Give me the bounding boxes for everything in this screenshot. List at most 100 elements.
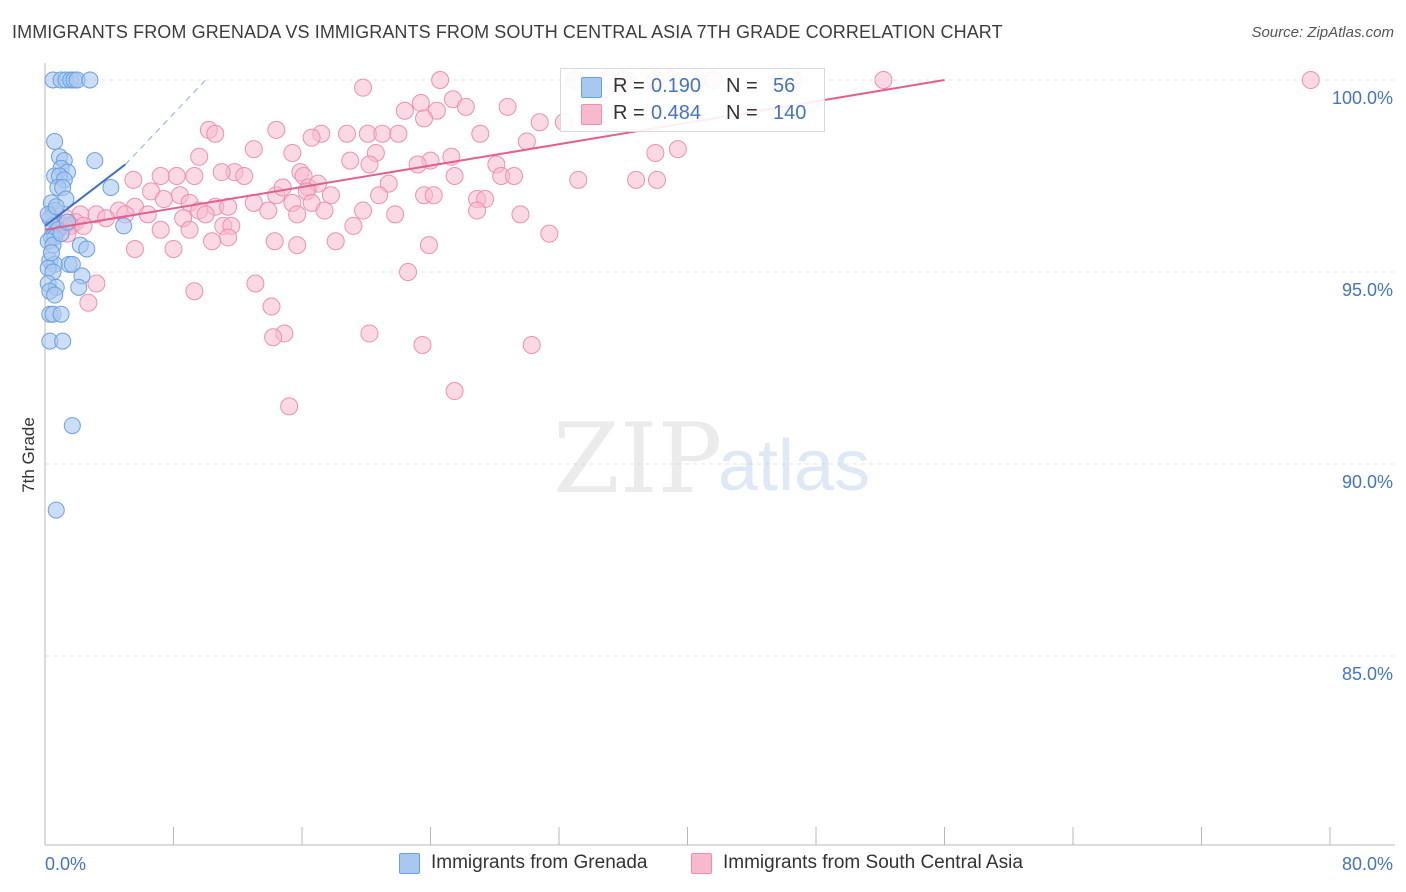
data-point-south-central-asia <box>185 282 204 301</box>
watermark-zip: ZIP <box>553 403 722 515</box>
data-point-south-central-asia <box>511 205 530 224</box>
data-point-south-central-asia <box>212 163 231 182</box>
data-point-south-central-asia <box>505 167 524 185</box>
data-point-grenada <box>47 501 65 519</box>
data-point-grenada <box>78 240 96 258</box>
south-central-asia-swatch <box>691 853 712 874</box>
data-point-south-central-asia <box>264 328 283 347</box>
data-point-south-central-asia <box>522 335 541 354</box>
south-central-asia-swatch <box>581 104 602 125</box>
data-point-south-central-asia <box>288 236 307 255</box>
data-point-south-central-asia <box>456 97 475 116</box>
y-tick-label: 95.0% <box>1342 280 1393 300</box>
data-point-south-central-asia <box>874 71 893 89</box>
data-point-south-central-asia <box>344 216 363 235</box>
data-point-south-central-asia <box>445 167 464 185</box>
data-point-grenada <box>115 217 133 235</box>
data-point-south-central-asia <box>627 170 646 189</box>
data-point-south-central-asia <box>341 151 360 170</box>
data-point-south-central-asia <box>389 124 408 143</box>
data-point-south-central-asia <box>244 140 263 159</box>
data-point-south-central-asia <box>203 232 222 251</box>
data-point-south-central-asia <box>164 239 183 258</box>
data-point-south-central-asia <box>386 205 405 224</box>
n-label: N = <box>726 75 758 97</box>
r-label: R = <box>613 102 645 124</box>
data-point-south-central-asia <box>569 170 588 189</box>
data-point-south-central-asia <box>154 190 173 209</box>
series-grenada-points <box>39 71 133 519</box>
data-point-south-central-asia <box>395 101 414 120</box>
data-point-south-central-asia <box>431 71 450 89</box>
data-point-grenada <box>54 332 72 350</box>
x-tick-label: 80.0% <box>1342 854 1393 874</box>
watermark-atlas: atlas <box>718 426 870 506</box>
data-point-south-central-asia <box>354 201 373 220</box>
data-point-south-central-asia <box>360 324 379 343</box>
stats-row-south-central-asia: R = 0.484 N = 140 <box>561 100 824 126</box>
data-point-south-central-asia <box>647 170 666 189</box>
series-legend: Immigrants from Grenada Immigrants from … <box>0 852 1406 880</box>
data-point-south-central-asia <box>302 128 321 147</box>
data-point-south-central-asia <box>360 155 379 174</box>
y-tick-label: 90.0% <box>1342 472 1393 492</box>
data-point-south-central-asia <box>235 167 254 185</box>
data-point-south-central-asia <box>530 113 549 132</box>
data-point-south-central-asia <box>517 132 536 151</box>
data-point-south-central-asia <box>415 109 434 128</box>
tick-labels: 85.0% 90.0% 95.0% 100.0% 0.0% 80.0% <box>45 88 1393 874</box>
grenada-swatch <box>581 77 602 98</box>
data-point-south-central-asia <box>267 120 286 139</box>
n-value: 56 <box>773 75 796 97</box>
data-point-south-central-asia <box>379 174 398 193</box>
y-tick-label: 85.0% <box>1342 664 1393 684</box>
data-point-south-central-asia <box>337 124 356 143</box>
r-value: 0.190 <box>651 75 702 97</box>
legend-label: Immigrants from South Central Asia <box>723 852 1023 873</box>
data-point-south-central-asia <box>288 205 307 224</box>
data-point-south-central-asia <box>74 216 93 235</box>
trend-line-grenada <box>44 163 126 227</box>
data-point-south-central-asia <box>283 143 302 162</box>
data-point-south-central-asia <box>471 124 490 143</box>
data-point-grenada <box>63 417 81 435</box>
data-point-south-central-asia <box>413 335 432 354</box>
data-point-south-central-asia <box>419 236 438 255</box>
data-point-south-central-asia <box>265 232 284 251</box>
data-point-south-central-asia <box>262 297 281 316</box>
data-point-south-central-asia <box>273 178 292 197</box>
data-point-south-central-asia <box>246 274 265 293</box>
gridlines <box>45 79 1395 657</box>
data-point-grenada <box>52 305 70 323</box>
data-point-south-central-asia <box>167 167 186 185</box>
data-point-grenada <box>63 255 81 273</box>
data-point-south-central-asia <box>646 143 665 162</box>
grenada-swatch <box>399 853 420 874</box>
legend-label: Immigrants from Grenada <box>431 852 648 873</box>
data-point-grenada <box>70 278 88 296</box>
data-point-south-central-asia <box>219 197 238 216</box>
data-point-grenada <box>102 179 120 197</box>
r-label: R = <box>613 75 645 97</box>
data-point-south-central-asia <box>326 232 345 251</box>
data-point-south-central-asia <box>408 155 427 174</box>
data-point-south-central-asia <box>540 224 559 243</box>
data-point-south-central-asia <box>498 97 517 116</box>
data-point-south-central-asia <box>1301 71 1320 89</box>
data-point-south-central-asia <box>445 382 464 401</box>
data-point-south-central-asia <box>124 170 143 189</box>
data-point-south-central-asia <box>468 201 487 220</box>
data-point-south-central-asia <box>180 220 199 239</box>
trend-extension-grenada <box>124 79 206 165</box>
data-point-south-central-asia <box>399 263 418 281</box>
data-point-south-central-asia <box>354 78 373 97</box>
data-point-south-central-asia <box>424 186 443 205</box>
data-point-south-central-asia <box>315 201 334 220</box>
data-point-south-central-asia <box>190 147 209 166</box>
data-point-south-central-asia <box>87 274 106 293</box>
stats-row-grenada: R = 0.190 N = 56 <box>561 73 824 99</box>
y-tick-label: 100.0% <box>1332 88 1393 108</box>
data-point-grenada <box>86 152 104 170</box>
data-point-grenada <box>47 198 65 216</box>
data-point-south-central-asia <box>370 186 389 205</box>
